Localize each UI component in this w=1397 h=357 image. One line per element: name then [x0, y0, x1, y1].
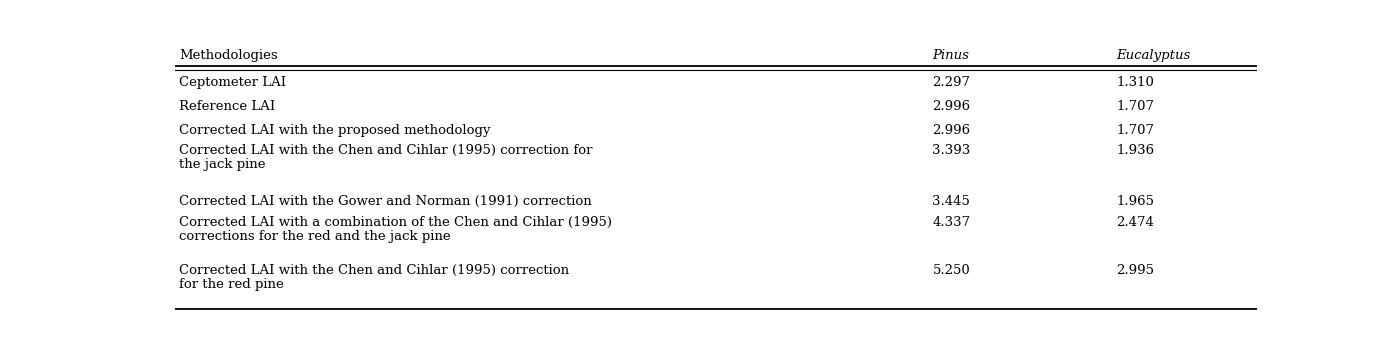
Text: 1.965: 1.965 [1116, 195, 1154, 208]
Text: Corrected LAI with a combination of the Chen and Cihlar (1995): Corrected LAI with a combination of the … [179, 216, 612, 229]
Text: for the red pine: for the red pine [179, 278, 284, 291]
Text: 2.996: 2.996 [933, 124, 971, 137]
Text: 3.445: 3.445 [933, 195, 971, 208]
Text: Ceptometer LAI: Ceptometer LAI [179, 76, 286, 89]
Text: 1.707: 1.707 [1116, 124, 1154, 137]
Text: 1.310: 1.310 [1116, 76, 1154, 89]
Text: 1.936: 1.936 [1116, 144, 1155, 157]
Text: 2.996: 2.996 [933, 100, 971, 113]
Text: Eucalyptus: Eucalyptus [1116, 49, 1190, 62]
Text: 2.474: 2.474 [1116, 216, 1154, 229]
Text: 3.393: 3.393 [933, 144, 971, 157]
Text: Corrected LAI with the Chen and Cihlar (1995) correction for: Corrected LAI with the Chen and Cihlar (… [179, 144, 592, 157]
Text: Corrected LAI with the Chen and Cihlar (1995) correction: Corrected LAI with the Chen and Cihlar (… [179, 263, 569, 277]
Text: 2.297: 2.297 [933, 76, 971, 89]
Text: 5.250: 5.250 [933, 263, 971, 277]
Text: Corrected LAI with the proposed methodology: Corrected LAI with the proposed methodol… [179, 124, 490, 137]
Text: corrections for the red and the jack pine: corrections for the red and the jack pin… [179, 230, 451, 243]
Text: Methodologies: Methodologies [179, 49, 278, 62]
Text: 2.995: 2.995 [1116, 263, 1154, 277]
Text: Reference LAI: Reference LAI [179, 100, 275, 113]
Text: 4.337: 4.337 [933, 216, 971, 229]
Text: Corrected LAI with the Gower and Norman (1991) correction: Corrected LAI with the Gower and Norman … [179, 195, 592, 208]
Text: the jack pine: the jack pine [179, 158, 265, 171]
Text: Pinus: Pinus [933, 49, 970, 62]
Text: 1.707: 1.707 [1116, 100, 1154, 113]
